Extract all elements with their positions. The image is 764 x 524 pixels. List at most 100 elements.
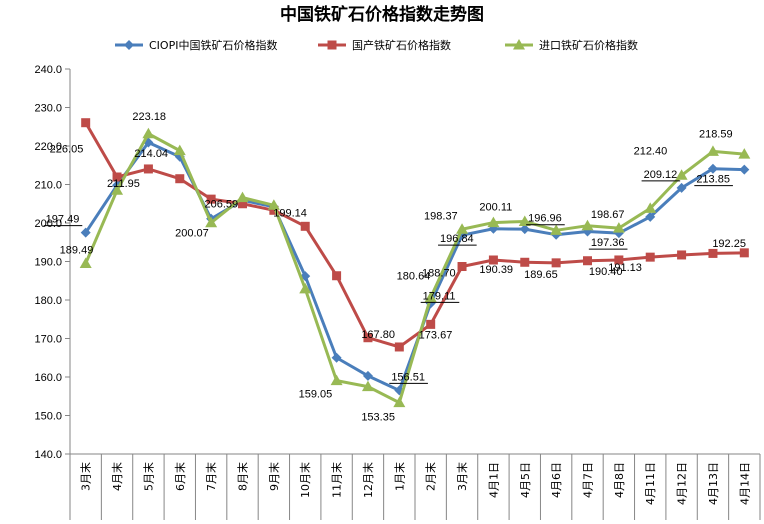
data-point-marker xyxy=(363,333,373,343)
x-tick-label: 4月末 xyxy=(110,462,124,491)
x-tick-label: 4月11日 xyxy=(644,462,657,505)
legend-label: CIOPI中国铁矿石价格指数 xyxy=(149,38,277,52)
legend-item: 国产铁矿石价格指数 xyxy=(318,38,451,52)
data-label: 212.40 xyxy=(634,145,668,157)
x-tick-label: 4月13日 xyxy=(707,462,720,505)
data-label: 198.37 xyxy=(424,210,458,222)
x-tick-label: 4月1日 xyxy=(487,462,500,498)
data-label: 156.51 xyxy=(391,371,425,383)
data-point-marker xyxy=(299,282,312,294)
data-point-marker xyxy=(739,164,750,175)
data-label: 179.11 xyxy=(423,290,456,302)
x-tick-label: 9月末 xyxy=(267,462,281,491)
legend: CIOPI中国铁矿石价格指数 国产铁矿石价格指数 进口铁矿石价格指数 xyxy=(115,38,638,52)
data-label: 196.84 xyxy=(440,233,474,245)
y-tick-label: 240.0 xyxy=(34,64,62,76)
x-tick-label: 5月末 xyxy=(141,462,155,491)
y-tick-label: 170.0 xyxy=(34,334,62,346)
data-point-marker xyxy=(676,182,687,193)
data-label: 209.12 xyxy=(644,169,678,181)
data-point-marker xyxy=(614,255,624,265)
y-tick-label: 180.0 xyxy=(34,295,62,307)
x-tick-label: 8月末 xyxy=(236,462,250,491)
x-tick-label: 3月末 xyxy=(455,462,469,491)
y-tick-label: 160.0 xyxy=(34,372,62,384)
data-point-marker xyxy=(267,199,280,210)
data-point-marker xyxy=(551,258,561,268)
x-tick-label: 6月末 xyxy=(173,462,187,491)
x-tick-label: 4月8日 xyxy=(613,462,626,498)
x-tick-label: 4月14日 xyxy=(738,462,751,505)
data-point-marker xyxy=(456,223,469,234)
data-point-marker xyxy=(708,248,718,258)
data-point-marker xyxy=(677,250,687,260)
series-line xyxy=(84,132,745,405)
x-tick-label: 4月7日 xyxy=(582,462,595,498)
y-tick-label: 230.0 xyxy=(34,103,62,115)
x-tick-label: 4月5日 xyxy=(519,462,532,498)
x-tick-label: 2月末 xyxy=(424,462,438,491)
data-point-marker xyxy=(426,319,436,329)
x-tick-label: 4月12日 xyxy=(676,462,689,505)
data-label: 199.14 xyxy=(273,207,307,219)
y-tick-label: 140.0 xyxy=(34,449,62,461)
data-point-marker xyxy=(142,127,155,139)
data-label: 218.59 xyxy=(699,128,733,140)
data-point-marker xyxy=(518,215,531,226)
data-point-marker xyxy=(80,227,91,238)
legend-label: 国产铁矿石价格指数 xyxy=(352,38,451,52)
data-point-marker xyxy=(645,211,656,222)
data-point-marker xyxy=(513,39,525,50)
data-point-marker xyxy=(175,174,185,184)
y-tick-label: 200.0 xyxy=(34,218,62,230)
data-point-marker xyxy=(738,148,751,159)
data-label: 189.49 xyxy=(60,244,94,256)
data-label: 167.80 xyxy=(361,329,395,341)
data-point-marker xyxy=(112,172,122,182)
x-tick-label: 11月末 xyxy=(330,462,344,498)
data-point-marker xyxy=(236,191,249,203)
data-point-marker xyxy=(519,224,530,235)
data-label: 197.49 xyxy=(46,214,80,226)
data-point-marker xyxy=(269,205,279,215)
x-tick-label: 7月末 xyxy=(204,462,218,491)
data-point-marker xyxy=(393,396,406,408)
data-point-marker xyxy=(520,257,530,267)
data-label: 226.05 xyxy=(50,144,84,156)
data-point-marker xyxy=(706,145,719,156)
data-point-marker xyxy=(645,252,655,262)
y-tick-label: 220.0 xyxy=(34,141,62,153)
data-point-marker xyxy=(238,199,247,209)
data-point-marker xyxy=(707,163,718,174)
data-label: 213.85 xyxy=(696,174,730,186)
data-label: 206.59 xyxy=(205,199,239,211)
data-point-marker xyxy=(583,256,592,266)
data-point-marker xyxy=(612,222,625,233)
data-point-marker xyxy=(644,202,657,213)
data-label: 190.40 xyxy=(589,266,623,278)
data-label: 211.95 xyxy=(107,178,140,190)
data-point-marker xyxy=(332,271,342,281)
data-label: 180.64 xyxy=(397,271,431,283)
data-label: 173.67 xyxy=(419,329,453,341)
data-label: 159.05 xyxy=(299,389,333,401)
data-point-marker xyxy=(581,219,594,231)
data-point-marker xyxy=(457,262,467,272)
data-label: 200.11 xyxy=(479,202,512,214)
data-label: 196.96 xyxy=(528,213,562,225)
data-point-marker xyxy=(81,118,91,128)
data-label: 189.65 xyxy=(524,269,558,281)
data-point-marker xyxy=(488,255,498,265)
data-label: 198.67 xyxy=(591,209,625,221)
axes: 140.0 150.0 160.0 170.0 180.0 190.0 200.0 210.0… xyxy=(34,64,761,520)
data-label: 223.18 xyxy=(132,111,166,123)
data-point-marker xyxy=(79,257,92,268)
data-point-marker xyxy=(675,169,688,180)
data-point-marker xyxy=(487,216,500,228)
y-tick-label: 190.0 xyxy=(34,257,62,269)
x-tick-label: 12月末 xyxy=(361,462,375,498)
data-point-marker xyxy=(330,374,343,386)
chart-title: 中国铁矿石价格指数走势图 xyxy=(280,4,484,25)
legend-item: CIOPI中国铁矿石价格指数 xyxy=(115,38,277,52)
y-tick-label: 210.0 xyxy=(34,180,62,192)
